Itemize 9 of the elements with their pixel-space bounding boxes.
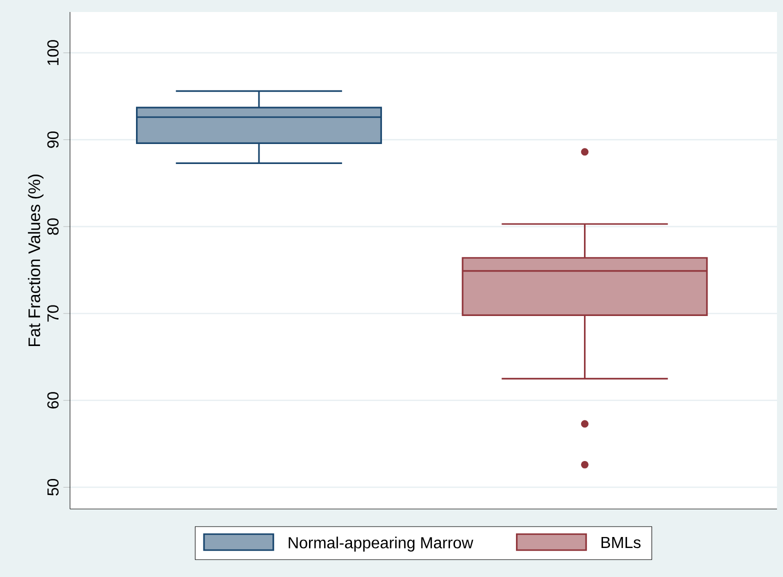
y-tick-label: 80 <box>47 218 59 235</box>
legend-label: BMLs <box>602 536 641 548</box>
y-tick-label: 50 <box>47 478 59 496</box>
y-axis-title: Fat Fraction Values (%) <box>28 174 44 346</box>
legend-label: Normal-appearing Marrow <box>288 536 474 552</box>
y-tick-label: 90 <box>47 131 59 148</box>
y-tick-label: 60 <box>47 392 59 408</box>
y-tick-label: 100 <box>47 40 59 65</box>
y-tick-label: 70 <box>47 305 59 322</box>
